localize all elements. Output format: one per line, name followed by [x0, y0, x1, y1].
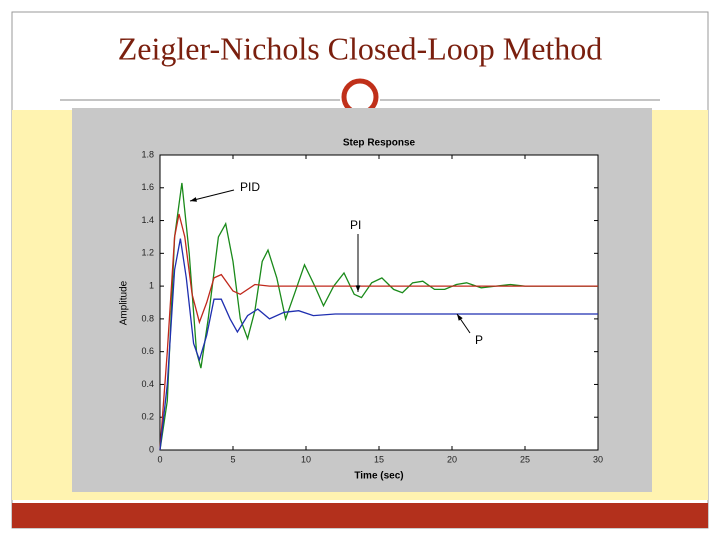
x-tick-label: 30: [593, 454, 603, 464]
y-tick-label: 0.8: [141, 313, 154, 323]
chart-title: Step Response: [343, 138, 416, 149]
x-tick-label: 20: [447, 454, 457, 464]
y-tick-label: 1.6: [141, 182, 154, 192]
x-tick-label: 5: [230, 454, 235, 464]
y-tick-label: 0.6: [141, 346, 154, 356]
x-tick-label: 25: [520, 454, 530, 464]
y-tick-label: 0.4: [141, 379, 154, 389]
annotation: PI: [350, 218, 361, 232]
y-tick-label: 0: [149, 444, 154, 454]
x-tick-label: 0: [157, 454, 162, 464]
arrow-head: [457, 314, 463, 321]
arrow-head: [190, 197, 197, 202]
series-line: [159, 238, 598, 451]
annotation-arrow: [189, 189, 235, 202]
y-tick-label: 1: [149, 280, 154, 290]
y-axis-label: Amplitude: [119, 280, 130, 325]
plot: 0 5 10 15 20 25 30 0 0.2 0.4 0.6 0.8 1 1.2 1.4 1.6 1.8 PI…: [141, 149, 603, 464]
y-tick-label: 0.2: [141, 412, 154, 422]
plot-area: [159, 154, 599, 451]
x-tick-label: 15: [374, 454, 384, 464]
x-axis-label: Time (sec): [354, 471, 403, 482]
annotation: PID: [240, 180, 260, 194]
annotation: P: [475, 333, 483, 347]
x-tick-label: 10: [301, 454, 311, 464]
series-line: [159, 213, 598, 451]
y-tick-label: 1.4: [141, 215, 154, 225]
footer-bar: [12, 503, 708, 528]
arrow-head: [355, 285, 361, 292]
y-tick-label: 1.2: [141, 248, 154, 258]
y-tick-label: 1.8: [141, 149, 154, 159]
slide-title: Zeigler-Nichols Closed-Loop Method: [118, 30, 603, 66]
